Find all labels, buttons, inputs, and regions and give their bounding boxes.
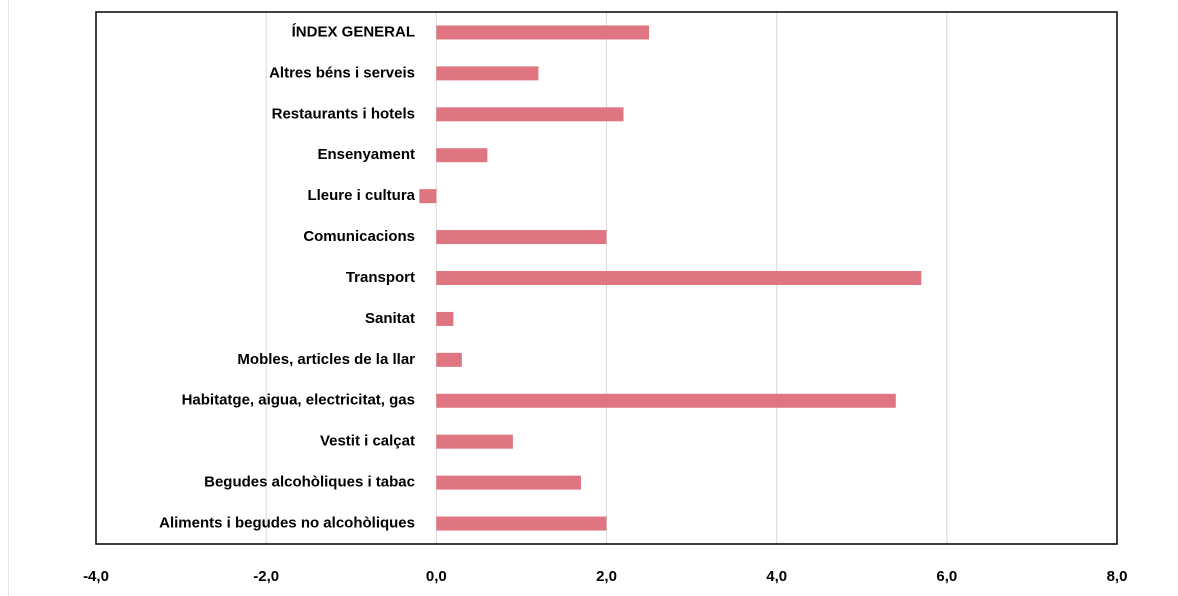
y-tick-label: Begudes alcohòliques i tabac [204,474,415,491]
y-tick-label: Sanitat [365,310,415,327]
x-tick-label: 0,0 [426,568,447,585]
bar [436,25,650,40]
y-tick-label: Altres béns i serveis [269,64,415,81]
y-tick-label: Transport [346,269,415,286]
x-tick-label: 8,0 [1107,568,1128,585]
bar [436,516,607,531]
bar [436,66,539,81]
y-tick-label: Mobles, articles de la llar [237,351,415,368]
bar [419,189,437,204]
bar [436,434,513,449]
bar [436,107,624,122]
plot-frame [95,11,1118,545]
y-tick-label: Lleure i cultura [307,187,415,204]
x-tick-label: -4,0 [83,568,109,585]
y-tick-label: Vestit i calçat [320,433,415,450]
bar [436,393,896,408]
y-tick-label: Ensenyament [317,146,415,163]
y-tick-label: Habitatge, aigua, electricitat, gas [182,392,415,409]
bar [436,271,922,285]
y-tick-label: Aliments i begudes no alcohòliques [159,515,415,532]
x-tick-label: -2,0 [253,568,279,585]
bar [436,230,607,245]
x-tick-label: 4,0 [766,568,787,585]
y-tick-label: Comunicacions [303,228,415,245]
bar [436,148,488,163]
bar [436,352,462,367]
x-tick-label: 6,0 [936,568,957,585]
x-tick-label: 2,0 [596,568,617,585]
bar [436,475,581,490]
bar [436,311,454,326]
y-tick-label: Restaurants i hotels [272,105,415,122]
y-tick-label: ÍNDEX GENERAL [292,23,415,40]
